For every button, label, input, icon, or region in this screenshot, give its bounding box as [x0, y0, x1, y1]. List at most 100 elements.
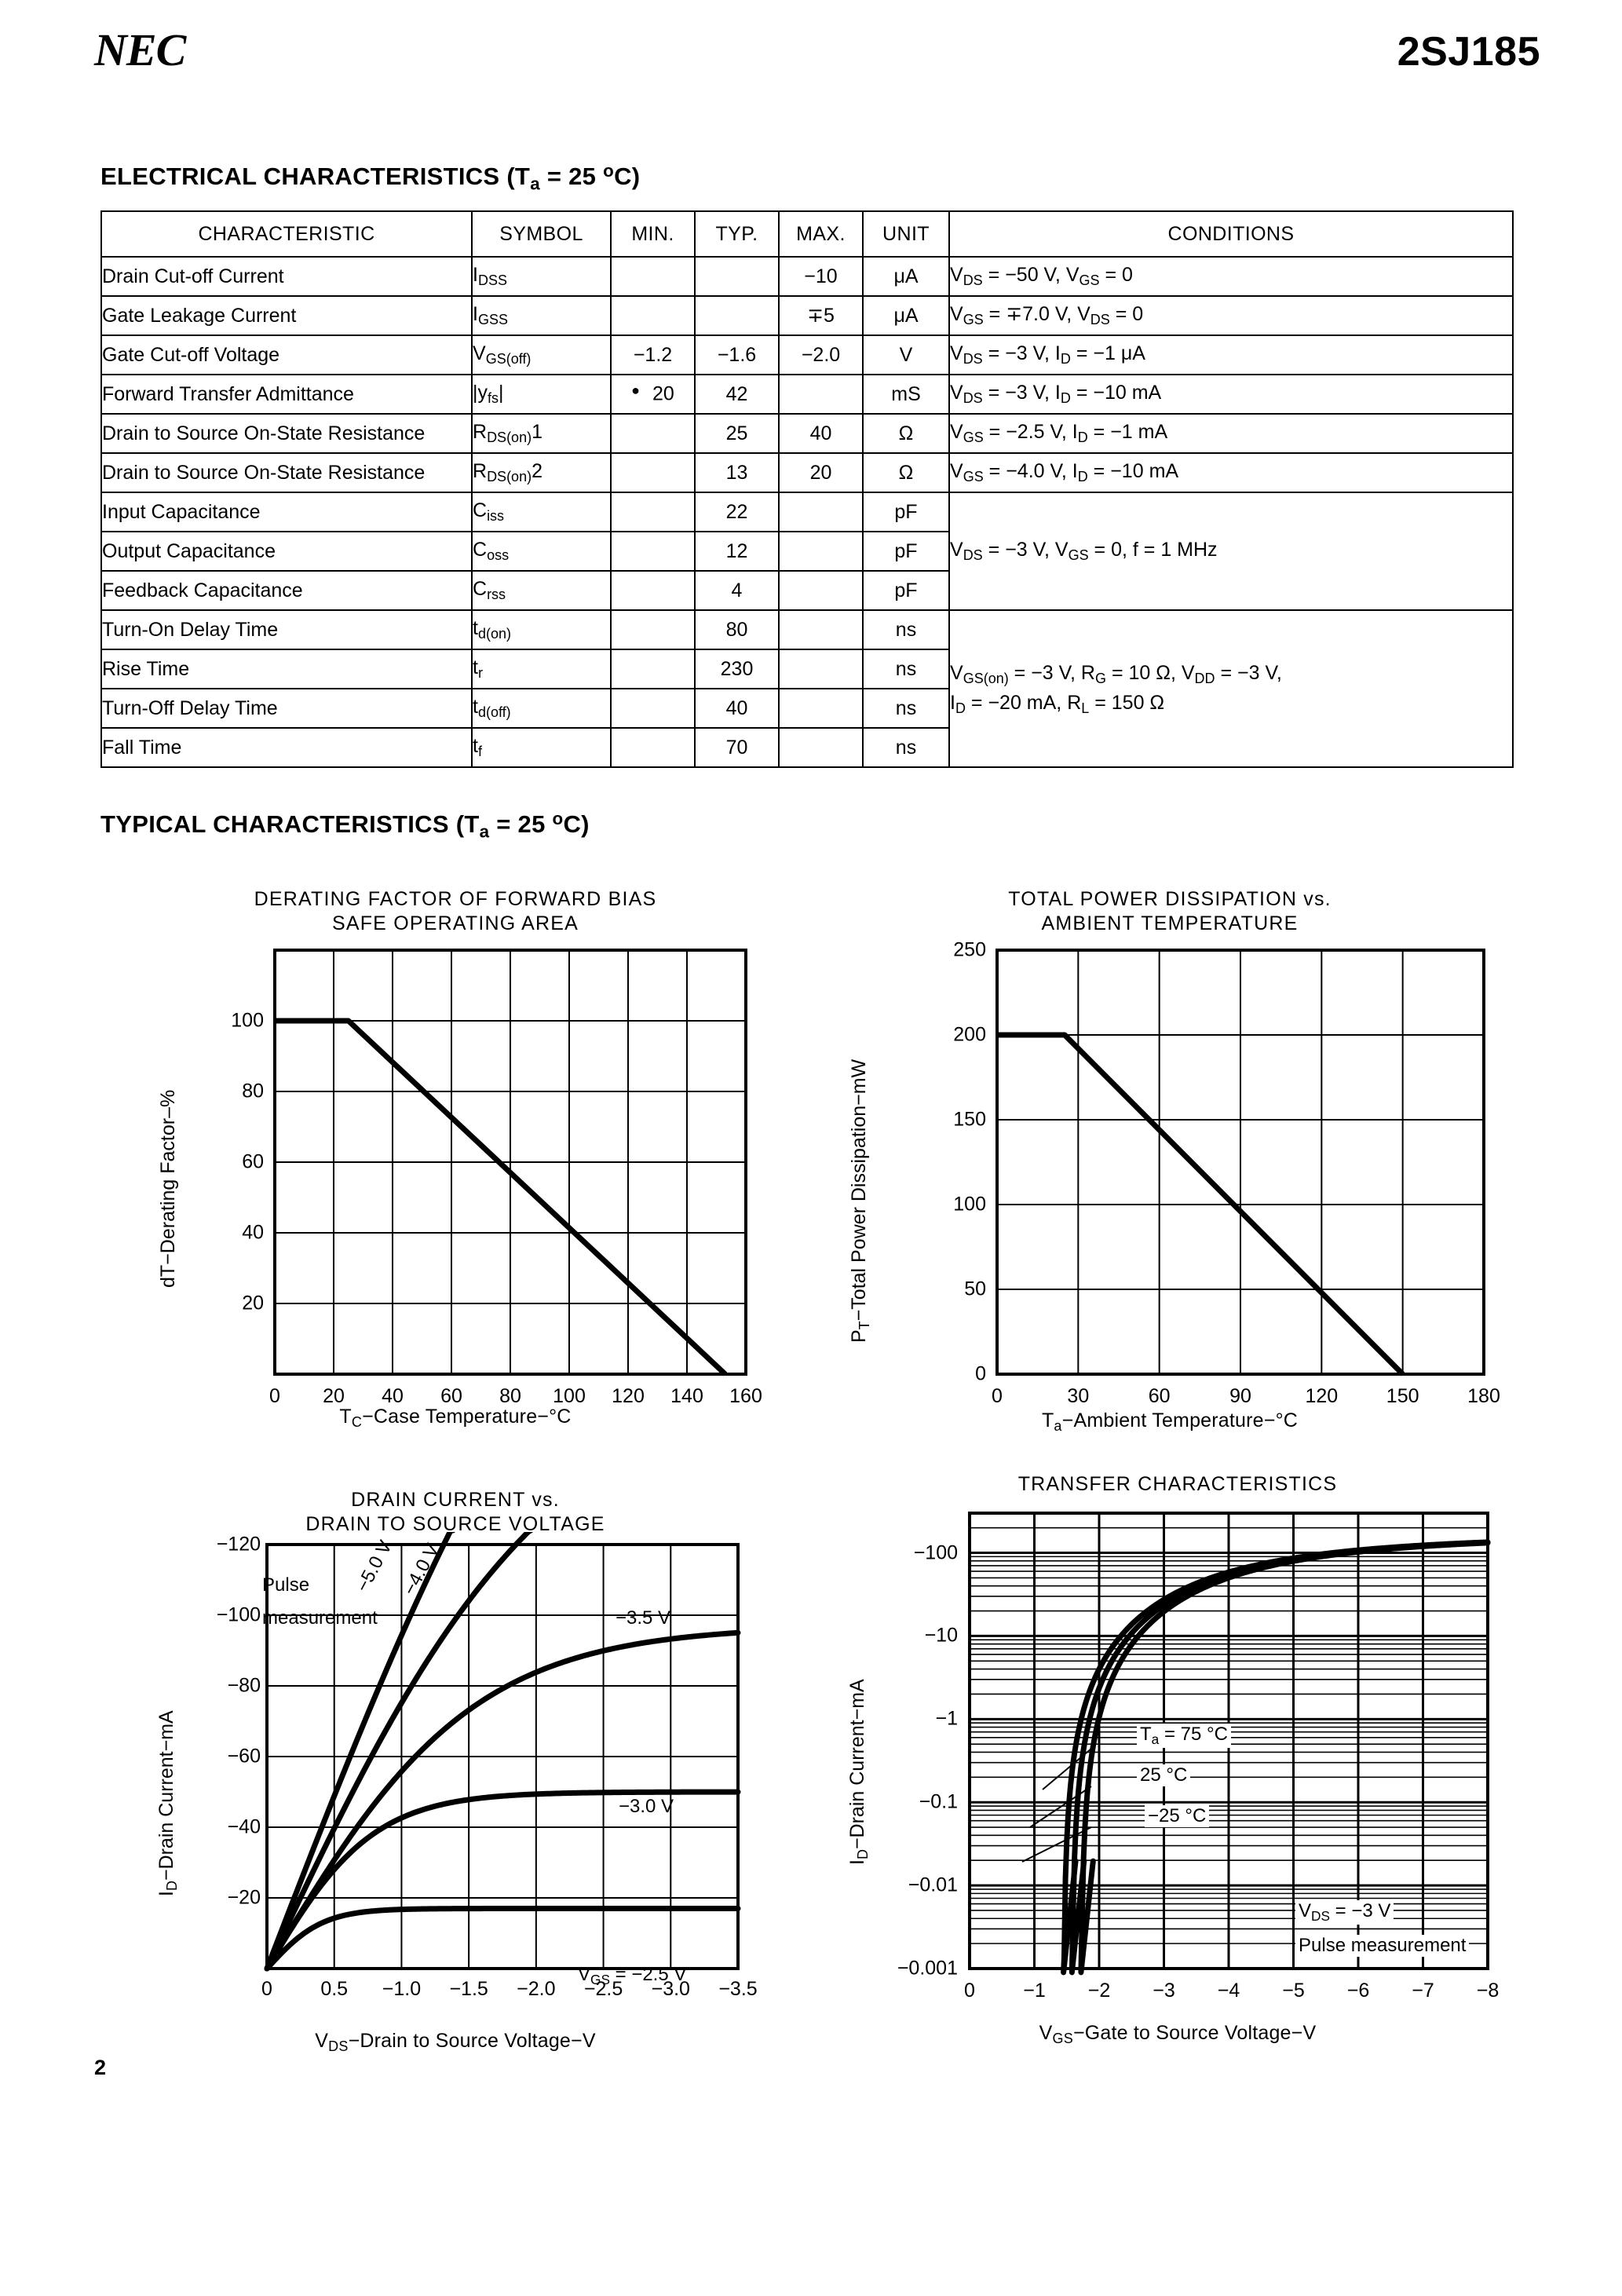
cell-max [778, 727, 864, 768]
axis-tick-label: −1 [935, 1707, 958, 1730]
axis-tick-label: 100 [953, 1193, 986, 1216]
typ-heading-end: C) [563, 810, 590, 839]
chart-derating-factor: DERATING FACTOR OF FORWARD BIAS SAFE OPE… [141, 887, 769, 1468]
cell-typ: 4 [694, 570, 780, 611]
axis-tick-label: 0 [992, 1385, 1003, 1407]
cell-typ: 13 [694, 452, 780, 493]
chart4-ylabel-base: I [846, 1859, 868, 1865]
cell-max: −10 [778, 256, 864, 297]
axis-tick-label: −5 [1282, 1980, 1305, 2002]
axis-tick-label: −1.0 [382, 1978, 422, 2000]
axis-tick-label: 120 [612, 1385, 645, 1407]
table-row: Gate Leakage Current IGSS ∓5 μA VGS = ∓7.0 V… [100, 295, 1514, 336]
cell-max [778, 374, 864, 415]
axis-tick-label: 20 [323, 1385, 345, 1407]
cell-typ: −1.6 [694, 335, 780, 375]
axis-tick-label: −7 [1412, 1980, 1434, 2002]
chart1-xlabel-text: −Case Temperature−°C [362, 1406, 572, 1428]
cell-unit: μA [862, 295, 950, 336]
axis-tick-label: −2 [1087, 1980, 1111, 2002]
cell-unit: ns [862, 649, 950, 689]
chart1-title-line1: DERATING FACTOR OF FORWARD BIAS [254, 888, 657, 910]
axis-tick-label: −100 [913, 1541, 958, 1564]
cell-max [778, 688, 864, 729]
chart-transfer-characteristics: TRANSFER CHARACTERISTICS VGS−Gate to Sou… [832, 1472, 1523, 2085]
cell-max [778, 531, 864, 572]
cell-characteristic: Turn-On Delay Time [100, 609, 473, 650]
cell-conditions: VDS = −3 V, ID = −1 μA [948, 335, 1514, 375]
chart3-title: DRAIN CURRENT vs. DRAIN TO SOURCE VOLTAG… [141, 1488, 769, 1537]
cell-characteristic: Drain to Source On-State Resistance [100, 413, 473, 454]
table-row: Drain to Source On-State Resistance RDS(o… [100, 452, 1514, 493]
axis-tick-label: −1 [1023, 1980, 1046, 2002]
axis-tick-label: 150 [953, 1108, 986, 1131]
chart3-ylabel: ID−Drain Current−mA [155, 1710, 181, 1896]
cell-min [610, 452, 696, 493]
cell-symbol: IDSS [471, 256, 612, 297]
cell-typ: 12 [694, 531, 780, 572]
chart2-ylabel-text: −Total Power Dissipation−mW [848, 1058, 870, 1322]
axis-tick-label: −0.001 [897, 1957, 958, 1980]
axis-tick-label: −8 [1476, 1980, 1500, 2002]
cell-min [610, 649, 696, 689]
chart3-ylabel-text: −Drain Current−mA [155, 1710, 177, 1881]
chart1-xlabel: TC−Case Temperature−°C [141, 1406, 769, 1431]
axis-tick-label: 0 [269, 1385, 280, 1407]
cell-characteristic: Gate Cut-off Voltage [100, 335, 473, 375]
degree-symbol: o [603, 161, 615, 181]
page-number: 2 [94, 2056, 107, 2079]
cell-max [778, 649, 864, 689]
table-row: Gate Cut-off Voltage VGS(off) −1.2 −1.6 −2.0… [100, 335, 1514, 375]
cell-min: −1.2 [610, 335, 696, 375]
axis-tick-label: 250 [953, 938, 986, 961]
table-row: Fall Time tf 70 ns [100, 727, 1513, 768]
axis-tick-label: 100 [231, 1009, 264, 1032]
col-min: MIN. [610, 210, 696, 258]
cell-symbol: IGSS [471, 295, 612, 336]
axis-tick-label: 40 [382, 1385, 404, 1407]
cell-conditions: VGS = −2.5 V, ID = −1 mA [948, 413, 1514, 454]
cell-unit: mS [862, 374, 950, 415]
cell-characteristic: Turn-Off Delay Time [100, 688, 473, 729]
chart2-ylabel-base: P [848, 1329, 870, 1343]
cell-typ: 40 [694, 688, 780, 729]
axis-tick-label: −3.5 [718, 1978, 758, 2000]
cell-typ: 22 [694, 492, 780, 532]
cell-conditions-switching: VGS(on) = −3 V, RG = 10 Ω, VDD = −3 V, ID… [948, 609, 1514, 768]
col-symbol: SYMBOL [471, 210, 612, 258]
cell-typ: 25 [694, 413, 780, 454]
cell-min [610, 295, 696, 336]
table-row: Forward Transfer Admittance |yfs| ● 20 42 mS V… [100, 374, 1514, 415]
typ-heading-tail: = 25 [489, 810, 553, 839]
chart4-ylabel-text: −Drain Current−mA [846, 1679, 868, 1850]
chart3-note-line1: Pulse [262, 1574, 310, 1596]
axis-tick-label: −60 [227, 1745, 261, 1768]
cell-unit: Ω [862, 452, 950, 493]
table-row: Rise Time tr 230 ns [100, 649, 1513, 689]
axis-tick-label: 150 [1386, 1385, 1419, 1407]
temperature-annotation: Ta = 75 °C [1137, 1724, 1231, 1748]
chart1-xlabel-base: T [339, 1406, 352, 1428]
cell-max [778, 492, 864, 532]
cell-characteristic: Fall Time [100, 727, 473, 768]
chart2-xlabel-text: −Ambient Temperature−°C [1061, 1409, 1299, 1431]
axis-tick-label: 200 [953, 1023, 986, 1046]
axis-tick-label: 30 [1067, 1385, 1090, 1407]
chart4-title: TRANSFER CHARACTERISTICS [832, 1472, 1523, 1497]
cell-symbol: td(on) [471, 609, 612, 650]
axis-tick-label: 60 [440, 1385, 462, 1407]
cell-unit: Ω [862, 413, 950, 454]
chart3-xlabel-base: V [315, 2030, 329, 2052]
cell-symbol: Coss [471, 531, 612, 572]
cell-characteristic: Forward Transfer Admittance [100, 374, 473, 415]
chart3-xlabel: VDS−Drain to Source Voltage−V [141, 2030, 769, 2055]
col-typ: TYP. [694, 210, 780, 258]
axis-tick-label: −3.0 [651, 1978, 690, 2000]
cell-min [610, 413, 696, 454]
heading-text-main: ELECTRICAL CHARACTERISTICS (T [100, 163, 531, 191]
chart2-title: TOTAL POWER DISSIPATION vs. AMBIENT TEMP… [832, 887, 1507, 937]
chart4-ylabel-sub: D [855, 1849, 871, 1860]
cell-characteristic: Input Capacitance [100, 492, 473, 532]
axis-tick-label: 0.5 [320, 1978, 349, 2000]
chart1-plot [273, 949, 747, 1377]
